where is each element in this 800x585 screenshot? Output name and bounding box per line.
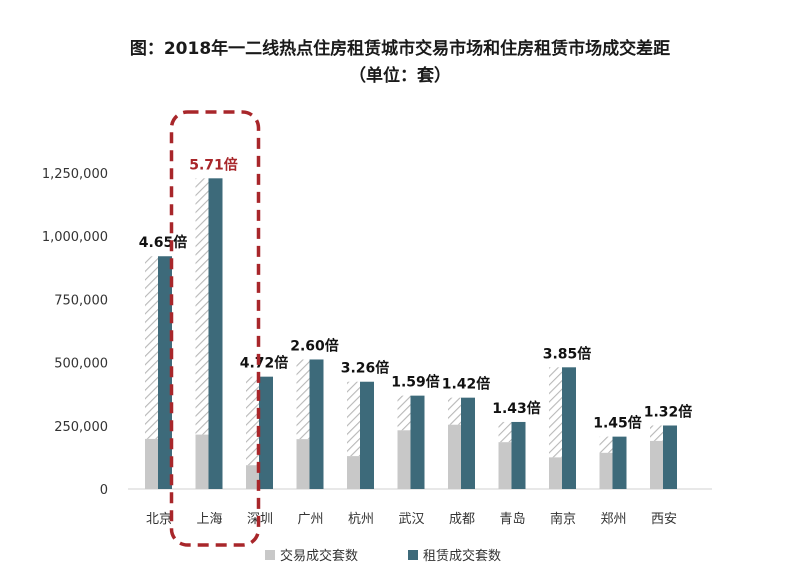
x-category-label: 杭州: [348, 512, 374, 527]
gap-hatch-bar: [650, 425, 663, 441]
chart-subtitle: （单位：套）: [349, 66, 451, 86]
gap-hatch-bar: [296, 359, 310, 440]
ratio-label: 1.59倍: [391, 374, 440, 391]
trade-bar: [650, 440, 663, 489]
trade-bars-layer: [145, 424, 663, 489]
x-category-label: 武汉: [398, 512, 424, 527]
ratio-label: 4.65倍: [139, 234, 188, 251]
rental-bar: [511, 421, 526, 489]
ratio-label: 3.85倍: [543, 345, 592, 362]
y-tick-label: 750,000: [54, 293, 108, 308]
y-tick-label: 1,000,000: [42, 230, 108, 245]
gap-hatch-bar: [347, 381, 360, 457]
y-tick-label: 250,000: [54, 420, 108, 435]
rental-bar: [663, 425, 677, 489]
x-category-label: 青岛: [499, 511, 525, 527]
x-category-label: 北京: [146, 512, 172, 527]
ratio-label: 1.43倍: [492, 400, 541, 417]
x-category-label: 成都: [449, 512, 475, 527]
rental-bar: [461, 397, 475, 489]
x-category-label: 上海: [196, 512, 222, 527]
rental-bar: [208, 178, 223, 490]
trade-bar: [397, 430, 411, 489]
gap-hatch-bar: [599, 436, 613, 453]
rental-bar: [410, 395, 425, 489]
trade-bar: [599, 452, 613, 489]
ratio-label: 3.26倍: [341, 360, 390, 377]
chart-title: 图：2018年一二线热点住房租赁城市交易市场和住房租赁市场成交差距: [129, 39, 671, 59]
legend: 交易成交套数 租赁成交套数: [265, 548, 501, 564]
trade-bar: [347, 456, 360, 489]
gap-hatch-bar: [145, 256, 158, 439]
ratio-label: 1.42倍: [442, 376, 491, 393]
ratio-label: 5.71倍: [189, 156, 238, 173]
rental-bar: [562, 367, 576, 489]
y-tick-label: 500,000: [54, 357, 108, 372]
highlight-layer: [169, 110, 261, 547]
trade-bar: [296, 439, 310, 489]
ratio-label: 4.72倍: [240, 355, 289, 372]
x-category-label: 广州: [297, 512, 323, 527]
trade-bar: [498, 442, 512, 489]
trade-bar: [448, 424, 461, 489]
rental-bar: [360, 381, 374, 489]
highlight-box: [169, 110, 261, 547]
x-category-label: 南京: [550, 511, 576, 527]
ratio-label: 1.32倍: [644, 403, 693, 420]
rental-bars-layer: [158, 178, 677, 490]
ratio-label: 2.60倍: [290, 337, 339, 354]
trade-bar: [549, 457, 562, 489]
y-axis-ticks: 0 250,000 500,000 750,000 1,000,000 1,250,000: [42, 167, 108, 498]
y-tick-label: 0: [100, 483, 108, 498]
legend-swatch: [408, 550, 418, 560]
trade-bar: [246, 465, 259, 489]
legend-swatch: [265, 550, 275, 560]
trade-bar: [195, 434, 209, 489]
rental-bar: [309, 359, 324, 489]
gap-hatch-bar: [246, 376, 259, 466]
gap-hatch-bar: [195, 178, 209, 435]
rental-bar: [259, 376, 273, 489]
legend-label: 租赁成交套数: [423, 548, 501, 564]
gap-hatch-bar: [397, 395, 411, 431]
x-category-label: 郑州: [600, 512, 626, 527]
y-tick-label: 1,250,000: [42, 167, 108, 182]
trade-bar: [145, 438, 158, 489]
gap-hatch-layer: [145, 178, 663, 466]
legend-label: 交易成交套数: [280, 548, 358, 564]
rental-bar: [158, 256, 172, 489]
rental-bar: [612, 436, 627, 489]
gap-hatch-bar: [448, 397, 461, 425]
x-axis-categories: 北京 上海 深圳 广州 杭州 武汉 成都 青岛 南京 郑州 西安: [146, 511, 677, 527]
ratio-label: 1.45倍: [593, 415, 642, 432]
gap-hatch-bar: [498, 421, 512, 443]
gap-hatch-bar: [549, 367, 562, 458]
x-category-label: 西安: [651, 512, 677, 527]
